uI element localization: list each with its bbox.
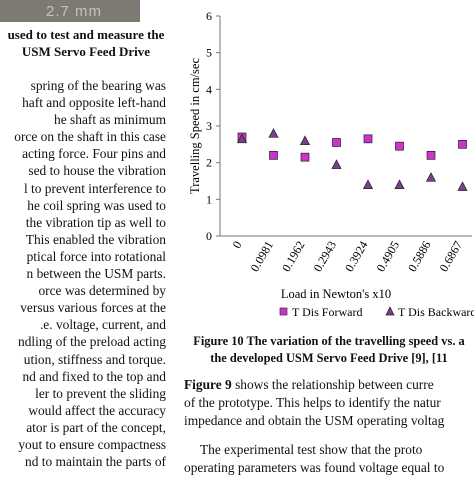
left-caption-line: used to test and measure the bbox=[7, 27, 165, 42]
y-axis-label: Travelling Speed in cm/sec bbox=[188, 58, 202, 194]
y-tick-label: 6 bbox=[206, 9, 212, 23]
left-text-line: .e. voltage, current, and bbox=[39, 317, 166, 333]
left-text-line: would affect the accuracy bbox=[28, 402, 166, 418]
left-text-line: acting force. Four pins and bbox=[22, 146, 166, 162]
prototype-photo: 2.7 mm bbox=[0, 0, 140, 22]
paragraph-line: operating parameters was found voltage e… bbox=[184, 460, 445, 476]
backward-data-point bbox=[236, 133, 248, 144]
legend-label-forward: T Dis Forward bbox=[292, 305, 362, 319]
paragraph-line: Figure 9 shows the relationship between … bbox=[184, 377, 434, 392]
left-text-line: l to prevent interference to bbox=[23, 180, 166, 196]
backward-data-point bbox=[362, 179, 374, 190]
column-gutter bbox=[166, 0, 174, 474]
forward-data-point bbox=[269, 150, 278, 160]
left-text-line: This enabled the vibration bbox=[25, 231, 166, 247]
photo-overlay-text: 2.7 mm bbox=[46, 3, 103, 20]
forward-data-point bbox=[395, 141, 404, 151]
legend-label-backward: T Dis Backward bbox=[398, 305, 474, 319]
y-tick-label: 2 bbox=[206, 156, 212, 170]
y-tick-label: 3 bbox=[206, 119, 212, 133]
left-text-line: nd to maintain the parts of bbox=[25, 454, 166, 470]
left-text-line: ator is part of the concept, bbox=[26, 419, 166, 435]
figure-caption: Figure 10 The variation of the travellin… bbox=[184, 333, 474, 367]
right-column-text: Figure 9 shows the relationship between … bbox=[184, 376, 474, 477]
left-column-text: spring of the bearing was haft and opposi… bbox=[0, 77, 166, 470]
figure-caption-line: the developed USM Servo Feed Drive [9], … bbox=[210, 351, 448, 365]
y-tick-label: 4 bbox=[206, 82, 212, 96]
forward-data-point bbox=[300, 152, 310, 162]
forward-data-point bbox=[426, 150, 436, 160]
backward-data-point bbox=[425, 172, 437, 182]
forward-data-point bbox=[332, 138, 341, 147]
y-tick-label: 0 bbox=[206, 229, 212, 243]
paragraph-line: The experimental test show that the prot… bbox=[200, 442, 423, 458]
backward-data-point bbox=[457, 181, 468, 191]
left-text-line: orce was determined by bbox=[38, 283, 166, 299]
forward-data-point bbox=[363, 134, 373, 144]
y-tick-labels: 0 1 2 3 4 5 6 bbox=[206, 9, 220, 243]
y-tick-label: 5 bbox=[206, 46, 212, 60]
legend-square-marker bbox=[279, 307, 288, 316]
backward-data-point bbox=[299, 135, 311, 146]
backward-data-point bbox=[268, 128, 279, 138]
legend-triangle-marker bbox=[385, 306, 395, 316]
y-tick-label: 1 bbox=[206, 192, 212, 206]
left-text-line: sed to house the vibration bbox=[28, 163, 166, 179]
paragraph-line: of the prototype. This helps to identify… bbox=[184, 394, 441, 410]
left-text-line: ler to prevent the sliding bbox=[35, 385, 166, 401]
left-text-line: n between the USM parts. bbox=[26, 266, 166, 282]
left-text-line: orce on the shaft in this case bbox=[14, 129, 166, 145]
left-caption-line: USM Servo Feed Drive bbox=[21, 44, 151, 59]
left-text-line: yout to ensure compactness bbox=[18, 436, 166, 452]
x-axis-label: Load in Newton's x10 bbox=[281, 287, 391, 301]
left-text-line: spring of the bearing was bbox=[30, 78, 166, 93]
paragraph-line: impedance and obtain the USM operating v… bbox=[184, 412, 445, 428]
backward-data-point bbox=[394, 179, 405, 190]
left-text-line: versus various forces at the bbox=[20, 300, 166, 316]
backward-data-point bbox=[331, 159, 342, 169]
left-text-line: ndling of the preload acting bbox=[18, 334, 166, 350]
left-figure-caption: used to test and measure the USM Servo F… bbox=[0, 26, 172, 60]
left-text-line: he shaft as minimum bbox=[54, 112, 166, 128]
left-text-line: nd and fixed to the top and bbox=[22, 368, 166, 384]
left-text-line: he coil spring was used to bbox=[27, 197, 166, 213]
forward-data-point bbox=[458, 139, 467, 149]
legend: T Dis Forward T Dis Backward bbox=[279, 305, 474, 319]
left-text-line: haft and opposite left-hand bbox=[22, 95, 166, 111]
series-layer bbox=[236, 128, 468, 191]
figure-reference: Figure 9 bbox=[184, 377, 232, 392]
left-text-line: ution, stiffness and torque. bbox=[23, 351, 166, 367]
left-text-line: ptical force into rotational bbox=[26, 248, 166, 264]
figure-caption-line: Figure 10 The variation of the travellin… bbox=[193, 334, 465, 348]
left-text-line: the vibration tip as well to bbox=[25, 214, 166, 230]
